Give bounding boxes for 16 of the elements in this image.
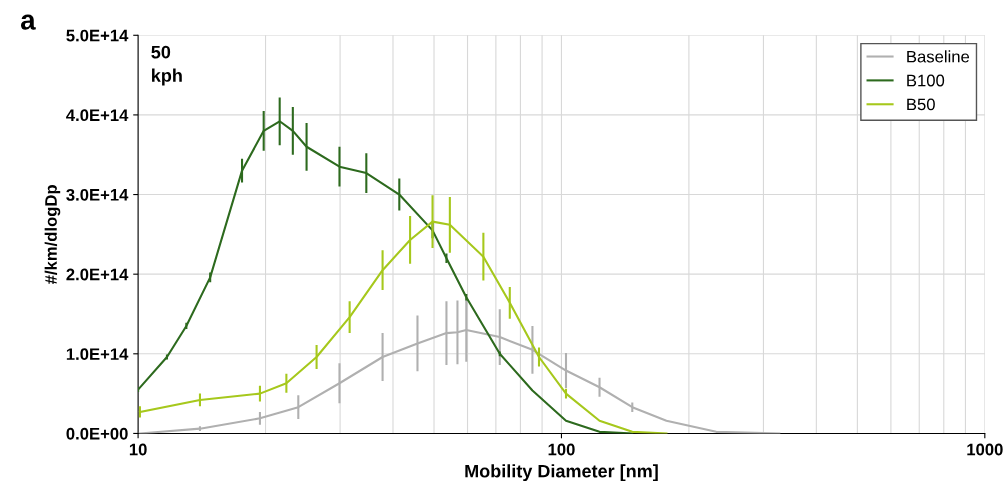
y-axis-title: #/km/dlogDp: [44, 185, 61, 285]
y-tick-label: 5.0E+14: [66, 29, 129, 42]
y-tick-label: 3.0E+14: [66, 188, 129, 201]
legend-label: B100: [907, 74, 945, 87]
x-tick-label: 100: [548, 443, 575, 456]
legend-label: Baseline: [907, 50, 970, 63]
y-tick-label: 2.0E+14: [66, 268, 129, 281]
x-tick-label: 10: [129, 443, 147, 456]
annotation: 50 kph: [151, 45, 182, 86]
x-tick-label: 1000: [967, 443, 1003, 456]
y-tick-label: 4.0E+14: [66, 109, 129, 122]
y-tick-label: 0.0E+00: [66, 427, 128, 440]
text: a: [20, 14, 36, 30]
legend-label: B50: [907, 98, 935, 111]
x-axis-title: Mobility Diameter [nm]: [465, 464, 658, 482]
y-tick-label: 1.0E+14: [66, 348, 129, 361]
